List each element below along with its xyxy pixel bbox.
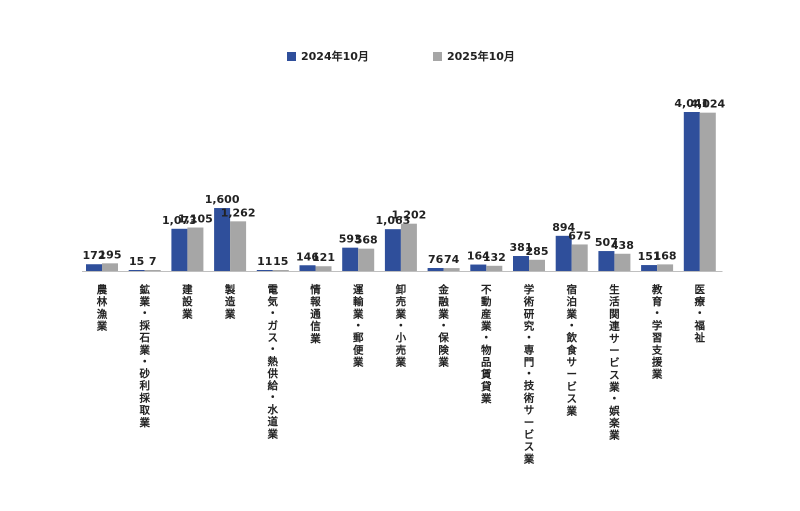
category-label-3: 製造業 [224,283,236,320]
bar-2025-3 [230,221,247,271]
value-label-2024-8: 76 [428,253,444,266]
legend-swatch-2025 [433,51,442,61]
value-label-2024-2: 1,073 [162,214,197,227]
bar-2024-9 [470,264,487,271]
bar-2025-7 [400,223,417,271]
bar-2025-5 [315,266,332,271]
bar-2024-3 [214,208,231,271]
value-label-2024-14: 4,041 [674,97,709,110]
category-label-5: 情報通信業 [309,283,321,345]
bar-2025-13 [657,264,674,271]
category-label-2: 建設業 [181,283,193,320]
value-label-2025-8: 74 [444,253,460,266]
value-label-2024-0: 172 [83,249,106,262]
value-label-2024-4: 11 [257,255,272,268]
value-label-2024-6: 593 [339,233,362,246]
category-label-8: 金融業・保険業 [437,283,449,369]
bar-2024-8 [427,268,444,271]
bar-2025-1 [144,270,161,271]
bar-2024-1 [128,270,145,271]
value-label-2025-3: 1,262 [221,206,256,219]
value-label-2025-1: 7 [149,255,157,268]
category-label-12: 生活関連サービス業・娯楽業 [608,283,620,442]
value-label-2024-13: 151 [638,250,661,263]
bar-2025-14 [699,112,716,272]
bar-2024-14 [683,112,700,271]
bar-2024-13 [641,265,658,271]
category-label-14: 医療・福祉 [694,284,706,344]
value-label-2025-11: 675 [568,229,591,242]
bar-2024-4 [256,270,273,271]
value-label-2024-1: 15 [129,255,144,268]
bar-2025-10 [529,259,545,271]
bar-2025-6 [358,248,375,271]
category-label-6: 運輸業・郵便業 [352,284,364,369]
value-label-2024-11: 894 [552,221,575,234]
category-label-1: 鉱業・採石業・砂利採取業 [138,283,150,429]
value-label-2024-12: 507 [595,236,618,249]
legend-label-2024: 2024年10月 [301,50,369,63]
legend-item-2024: 2024年10月 [287,48,369,64]
bar-2025-0 [102,263,118,271]
value-label-2025-12: 438 [611,239,634,252]
bar-2025-2 [187,227,204,271]
bar-2025-11 [571,244,588,271]
bar-2024-6 [342,247,359,271]
category-label-13: 教育・学習支援業 [651,283,663,381]
bar-2025-9 [486,265,503,271]
value-label-2025-9: 132 [483,251,506,264]
value-label-2025-7: 1,202 [392,209,427,222]
legend: 2024年10月 2025年10月 [0,48,800,68]
value-label-2025-0: 195 [99,248,122,261]
bar-2025-12 [614,253,631,271]
legend-item-2025: 2025年10月 [433,48,515,64]
value-label-2025-14: 4,024 [690,98,725,111]
bar-2024-11 [555,235,572,271]
category-label-10: 学術研究・専門・技術サービス業 [523,283,535,465]
bar-2025-8 [443,268,460,271]
category-label-0: 農林漁業 [96,283,108,333]
legend-swatch-2024 [287,51,296,61]
category-label-11: 宿泊業・飲食サービス業 [565,283,577,417]
value-label-2025-13: 168 [654,249,677,262]
category-label-9: 不動産業・物品賃貸業 [480,284,492,405]
bar-2024-10 [513,256,529,271]
value-label-2025-2: 1,105 [178,213,213,226]
bar-2025-4 [272,270,289,271]
value-label-2024-9: 164 [467,250,490,263]
bar-2024-5 [299,265,316,271]
bar-2024-7 [384,229,401,271]
bar-2024-2 [171,228,188,271]
value-label-2024-10: 381 [510,241,533,254]
value-label-2025-6: 568 [355,234,378,247]
value-label-2025-10: 285 [526,245,549,258]
category-label-4: 電気・ガス・熱供給・水道業 [267,284,279,440]
value-label-2024-3: 1,600 [205,193,240,206]
category-label-7: 卸売業・小売業 [395,283,407,369]
value-label-2025-4: 15 [273,255,288,268]
legend-label-2025: 2025年10月 [447,50,515,63]
value-label-2025-5: 121 [312,251,335,264]
value-label-2024-5: 146 [296,250,319,263]
bar-2024-0 [86,264,102,271]
bar-2024-12 [598,251,615,271]
